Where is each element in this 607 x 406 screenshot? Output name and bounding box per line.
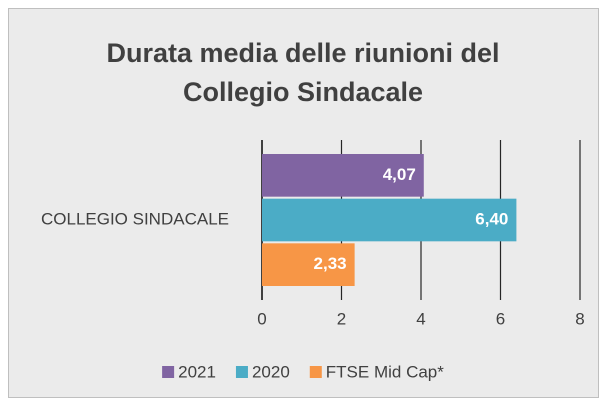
legend-label: 2020 — [252, 362, 290, 381]
bar — [262, 243, 355, 286]
legend-swatch — [309, 366, 322, 378]
legend-swatch — [162, 366, 175, 378]
y-tick-label: COLLEGIO SINDACALE — [41, 209, 229, 228]
legend-label: 2021 — [178, 362, 216, 381]
data-label: 4,07 — [383, 165, 416, 184]
x-tick-label: 0 — [257, 309, 266, 328]
legend-swatch — [235, 366, 248, 378]
data-label: 6,40 — [475, 209, 508, 228]
bar — [262, 198, 517, 242]
x-tick-label: 6 — [496, 309, 505, 328]
x-tick-label: 8 — [575, 309, 584, 328]
x-tick-label: 4 — [416, 309, 425, 328]
chart-title: Durata media delle riunioni del Collegio… — [106, 38, 500, 107]
data-label: 2,33 — [314, 254, 347, 273]
legend-label: FTSE Mid Cap* — [326, 362, 444, 381]
x-tick-label: 2 — [337, 309, 346, 328]
bar — [262, 154, 424, 197]
